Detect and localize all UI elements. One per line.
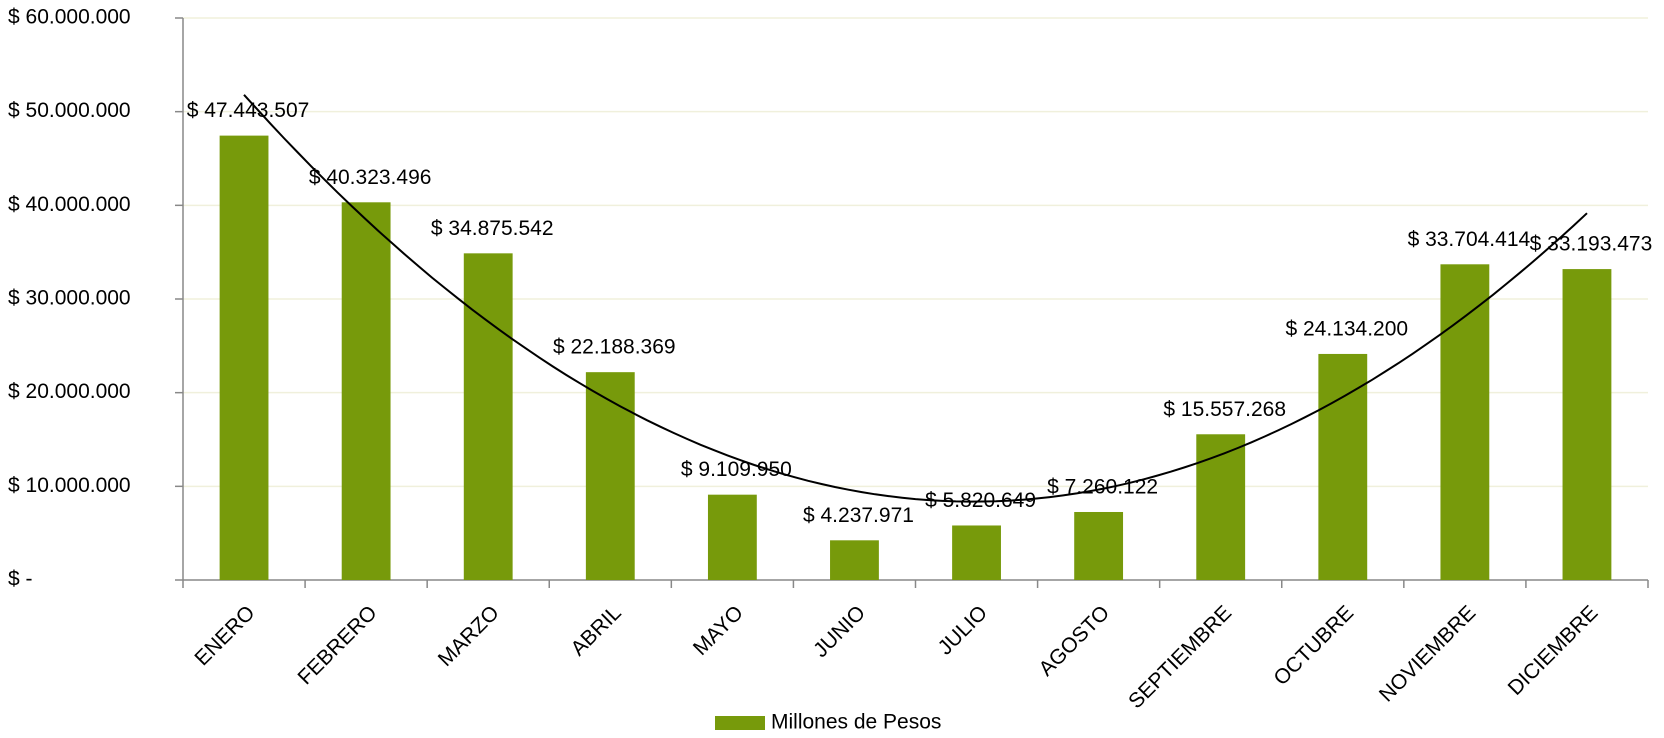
data-label: $ 22.188.369 [553, 336, 676, 359]
bar [1318, 353, 1368, 580]
x-tick-label: MARZO [434, 601, 504, 671]
data-label: $ 24.134.200 [1285, 317, 1408, 340]
bar [830, 540, 879, 580]
data-label: $ 4.237.971 [803, 504, 914, 527]
bar [1562, 269, 1612, 580]
y-tick-label: $ 20.000.000 [8, 380, 131, 403]
bar [585, 372, 635, 580]
bar [341, 202, 391, 580]
y-tick-label: $ 10.000.000 [8, 474, 131, 497]
data-label: $ 40.323.496 [309, 166, 432, 189]
bar [707, 494, 757, 580]
x-tick-label: FEBRERO [294, 601, 382, 689]
x-tick-label: MAYO [689, 601, 748, 660]
x-tick-label: OCTUBRE [1269, 601, 1358, 690]
trendline [243, 94, 1588, 503]
y-tick-label: $ 40.000.000 [8, 193, 131, 216]
y-tick-label: $ 50.000.000 [8, 99, 131, 122]
bar [219, 135, 269, 580]
bar [952, 525, 1001, 580]
x-tick-label: NOVIEMBRE [1375, 601, 1480, 706]
x-tick-label: AGOSTO [1035, 601, 1115, 681]
x-tick-label: ENERO [190, 601, 259, 670]
bar [1074, 511, 1124, 580]
y-tick-label: $ - [8, 568, 33, 591]
data-label: $ 34.875.542 [431, 217, 554, 240]
y-tick-label: $ 60.000.000 [8, 6, 131, 29]
data-label: $ 15.557.268 [1163, 398, 1286, 421]
x-tick-label: ABRIL [567, 601, 626, 660]
bar [1196, 434, 1246, 580]
bar [463, 253, 513, 580]
data-label: $ 9.109.950 [681, 458, 792, 481]
y-tick-label: $ 30.000.000 [8, 287, 131, 310]
x-tick-label: JUNIO [809, 601, 870, 662]
legend-swatch [715, 716, 765, 730]
legend-label: Millones de Pesos [771, 711, 941, 734]
x-tick-label: SEPTIEMBRE [1124, 601, 1236, 713]
data-label: $ 33.704.414 [1408, 228, 1531, 251]
x-tick-label: JULIO [934, 601, 992, 659]
data-label: $ 33.193.473 [1530, 233, 1653, 256]
bar [1440, 264, 1490, 580]
x-tick-label: DICIEMBRE [1504, 601, 1603, 700]
data-label: $ 47.443.507 [187, 99, 310, 122]
